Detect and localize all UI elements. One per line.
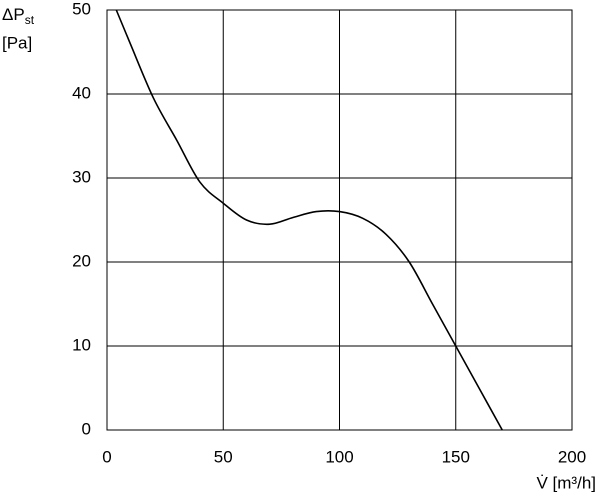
x-tick-label: 0	[102, 447, 111, 466]
y-tick-label: 40	[72, 83, 91, 102]
y-tick-label: 10	[72, 335, 91, 354]
x-axis-label: V̇ [m³/h]	[536, 473, 596, 492]
y-tick-label: 20	[72, 251, 91, 270]
y-axis-unit: [Pa]	[2, 33, 32, 52]
y-tick-label: 30	[72, 167, 91, 186]
y-axis-label: ΔPst	[2, 5, 35, 27]
x-tick-label: 100	[325, 447, 353, 466]
y-tick-label: 50	[72, 0, 91, 18]
y-tick-label: 0	[82, 419, 91, 438]
y-axis-label-main: ΔP	[2, 5, 25, 24]
curve	[115, 9, 503, 431]
y-axis-label-sub: st	[25, 13, 35, 27]
x-tick-label: 50	[214, 447, 233, 466]
x-tick-label: 150	[442, 447, 470, 466]
x-tick-label: 200	[558, 447, 586, 466]
